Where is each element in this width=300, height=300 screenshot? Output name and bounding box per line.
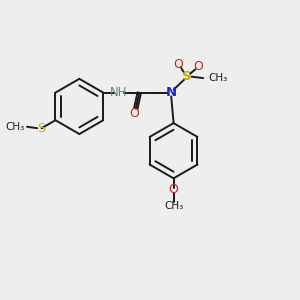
Text: O: O <box>129 107 139 120</box>
Text: CH₃: CH₃ <box>164 201 183 211</box>
Text: O: O <box>193 60 203 73</box>
Text: O: O <box>169 183 178 196</box>
Text: CH₃: CH₃ <box>6 122 25 132</box>
Text: N: N <box>166 86 177 99</box>
Text: O: O <box>173 58 183 71</box>
Text: S: S <box>182 70 192 83</box>
Text: CH₃: CH₃ <box>208 73 228 83</box>
Text: NH: NH <box>110 86 127 99</box>
Text: S: S <box>38 122 46 135</box>
